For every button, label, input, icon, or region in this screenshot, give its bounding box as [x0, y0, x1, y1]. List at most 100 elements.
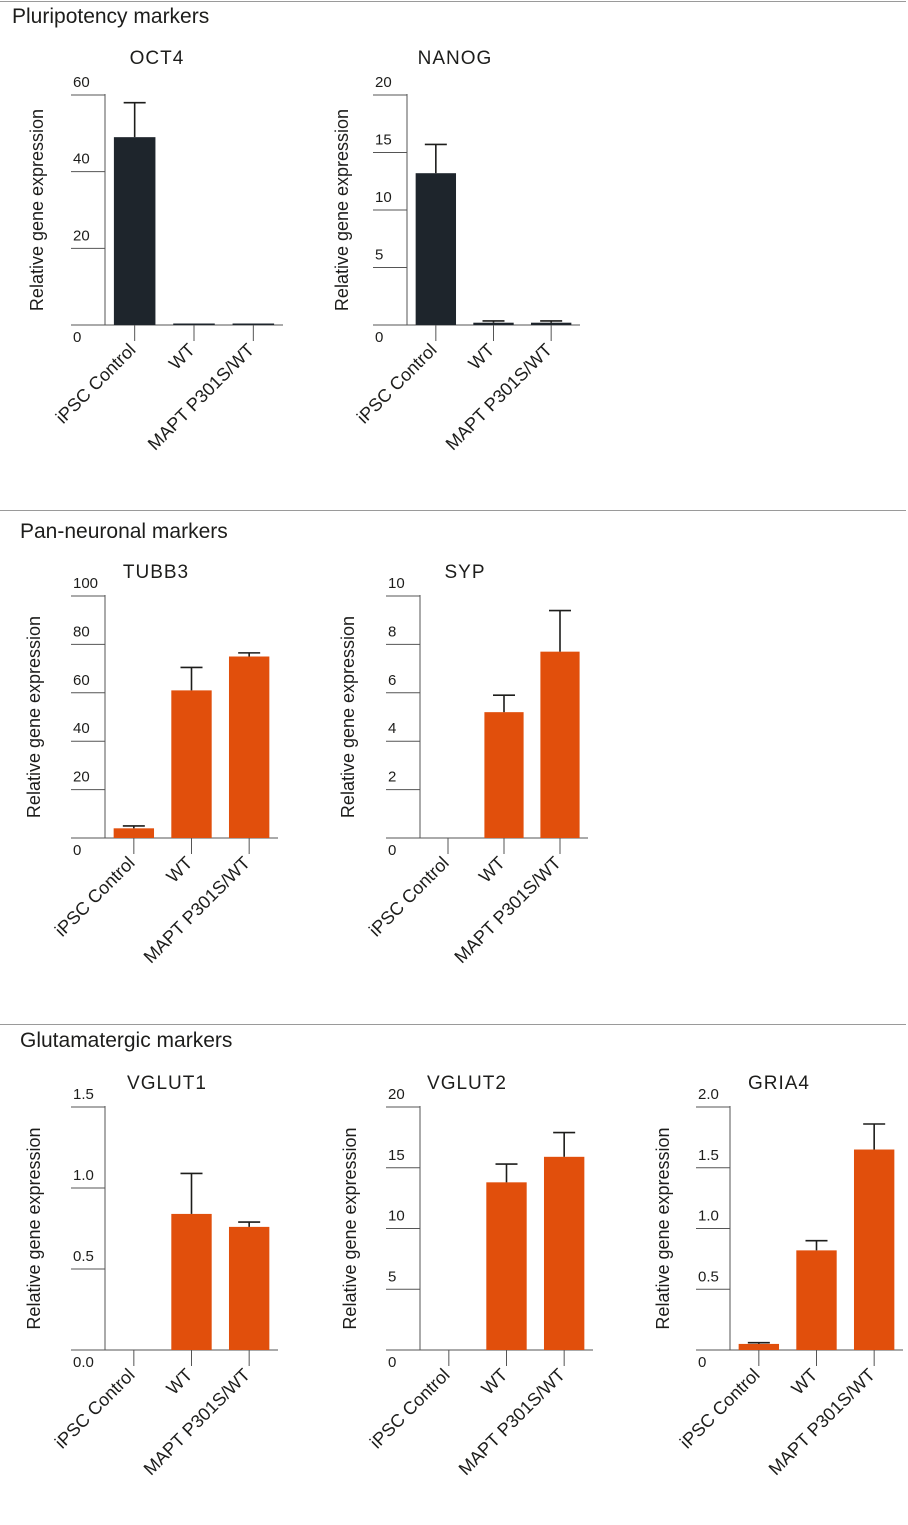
y-tick-label: 40 [73, 151, 90, 168]
y-axis-label: Relative gene expression [340, 1127, 360, 1329]
y-tick-label: 0 [375, 329, 383, 346]
y-axis-label: Relative gene expression [653, 1127, 673, 1329]
y-tick-label: 5 [375, 247, 383, 264]
chart-title: SYP [444, 562, 485, 583]
y-tick-label: 0 [388, 1354, 396, 1371]
chart-nanog: NANOG Relative gene expression 0 5 10 15 20 iPS… [332, 48, 580, 454]
bar-wt [796, 1250, 837, 1350]
y-tick-label: 60 [73, 74, 90, 91]
bar-ipsc-control [738, 1343, 780, 1350]
y-tick-label: 80 [73, 623, 90, 640]
x-category-label: iPSC Control [366, 1365, 454, 1453]
bar-wt [473, 322, 514, 325]
y-tick-label: 4 [388, 720, 396, 737]
x-category-label: MAPT P301S/WT [144, 340, 258, 454]
y-tick-label: 10 [388, 575, 405, 592]
y-tick-label: 20 [73, 769, 90, 786]
x-category-label: MAPT P301S/WT [765, 1365, 879, 1479]
y-tick-label: 1.5 [698, 1147, 719, 1164]
chart-title: VGLUT2 [427, 1073, 507, 1094]
chart-title: OCT4 [130, 48, 185, 69]
y-tick-label: 0.5 [73, 1248, 94, 1265]
x-category-label: WT [162, 1365, 196, 1399]
x-category-label: MAPT P301S/WT [140, 853, 254, 967]
chart-title: VGLUT1 [127, 1073, 207, 1094]
x-category-label: WT [165, 340, 199, 374]
bar-wt [173, 323, 215, 325]
chart-vglut2: VGLUT2 Relative gene expression 0 5 10 15 20 iP… [340, 1073, 593, 1479]
section-divider-glutamatergic [0, 1024, 906, 1025]
x-category-label: MAPT P301S/WT [140, 1365, 254, 1479]
chart-title: GRIA4 [748, 1073, 810, 1094]
chart-syp: SYP Relative gene expression 0 2 4 6 8 10 iPSC C… [338, 562, 588, 967]
y-tick-label: 100 [73, 575, 98, 592]
x-category-label: WT [162, 853, 196, 887]
y-tick-label: 10 [388, 1208, 405, 1225]
x-category-label: iPSC Control [52, 340, 140, 428]
x-category-label: MAPT P301S/WT [442, 340, 556, 454]
section-title-glutamatergic: Glutamatergic markers [20, 1029, 233, 1052]
y-tick-label: 0.5 [698, 1268, 719, 1285]
x-category-label: WT [787, 1365, 821, 1399]
x-category-label: WT [477, 1365, 511, 1399]
section-title-pluripotency: Pluripotency markers [12, 5, 210, 28]
x-category-label: iPSC Control [353, 340, 441, 428]
y-tick-label: 40 [73, 720, 90, 737]
x-category-label: WT [464, 340, 498, 374]
bar-ipsc-control [415, 173, 457, 325]
bar-mapt-p301s-wt [228, 1226, 270, 1350]
y-tick-label: 1.0 [698, 1208, 719, 1225]
bar-ipsc-control [113, 137, 156, 325]
y-tick-label: 20 [73, 227, 90, 244]
y-tick-label: 2.0 [698, 1086, 719, 1103]
y-tick-label: 0 [698, 1354, 706, 1371]
chart-title: TUBB3 [123, 562, 189, 583]
y-tick-label: 10 [375, 189, 392, 206]
x-category-label: iPSC Control [365, 853, 453, 941]
x-category-label: MAPT P301S/WT [455, 1365, 569, 1479]
y-tick-label: 0 [73, 329, 81, 346]
bar-mapt-p301s-wt [853, 1149, 895, 1350]
y-axis-label: Relative gene expression [24, 616, 44, 818]
chart-gria4: GRIA4 Relative gene expression 0 0.5 1.0 1.5 2… [653, 1073, 903, 1479]
bar-mapt-p301s-wt [543, 1156, 585, 1350]
y-axis-label: Relative gene expression [24, 1127, 44, 1329]
chart-tubb3: TUBB3 Relative gene expression 0 20 40 60 80 10… [24, 562, 278, 967]
y-tick-label: 60 [73, 672, 90, 689]
y-tick-label: 1.0 [73, 1167, 94, 1184]
y-tick-label: 20 [388, 1086, 405, 1103]
bar-wt [171, 1213, 212, 1350]
y-tick-label: 15 [375, 132, 392, 149]
y-tick-label: 0 [73, 842, 81, 859]
bar-wt [171, 690, 212, 838]
x-category-label: MAPT P301S/WT [450, 853, 564, 967]
bar-mapt-p301s-wt [228, 656, 270, 838]
y-tick-label: 5 [388, 1268, 396, 1285]
x-category-label: iPSC Control [51, 853, 139, 941]
y-tick-label: 0 [388, 842, 396, 859]
y-tick-label: 0.0 [73, 1354, 94, 1371]
chart-vglut1: VGLUT1 Relative gene expression 0.0 0.5 1.0 1… [24, 1073, 278, 1479]
y-tick-label: 15 [388, 1147, 405, 1164]
y-axis-label: Relative gene expression [27, 109, 47, 311]
bar-wt [486, 1182, 527, 1350]
bar-mapt-p301s-wt [540, 651, 580, 838]
section-divider-pan-neuronal [0, 510, 906, 511]
bar-mapt-p301s-wt [530, 322, 572, 325]
y-tick-label: 2 [388, 769, 396, 786]
chart-title: NANOG [418, 48, 493, 69]
y-tick-label: 20 [375, 74, 392, 91]
y-axis-label: Relative gene expression [338, 616, 358, 818]
y-axis-label: Relative gene expression [332, 109, 352, 311]
bar-ipsc-control [113, 828, 155, 838]
x-category-label: iPSC Control [676, 1365, 764, 1453]
y-tick-label: 6 [388, 672, 396, 689]
y-tick-label: 8 [388, 623, 396, 640]
bar-mapt-p301s-wt [232, 323, 275, 325]
y-tick-label: 1.5 [73, 1086, 94, 1103]
section-title-pan-neuronal: Pan-neuronal markers [20, 520, 228, 543]
section-divider-top [0, 1, 906, 2]
bar-wt [484, 712, 524, 838]
chart-oct4: OCT4 Relative gene expression 0 20 40 60 iPSC … [27, 48, 283, 454]
